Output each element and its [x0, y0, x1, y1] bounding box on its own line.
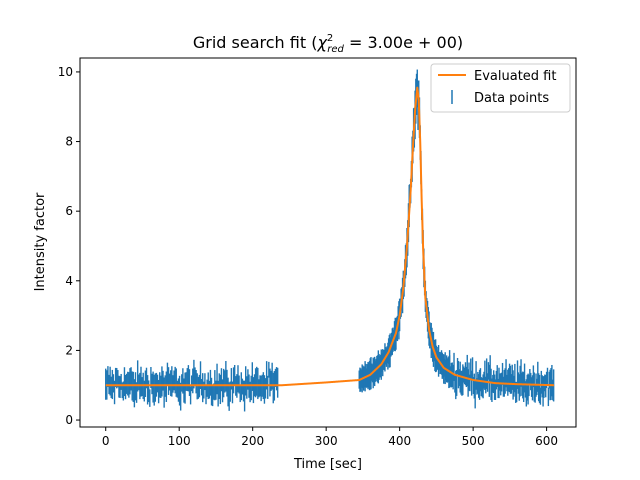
- x-tick-label: 600: [535, 434, 558, 448]
- y-tick-label: 8: [65, 135, 73, 149]
- y-tick-label: 6: [65, 204, 73, 218]
- y-tick-label: 10: [58, 65, 73, 79]
- y-axis-label: Intensity factor: [33, 192, 48, 291]
- x-tick-label: 100: [168, 434, 191, 448]
- plot-area-frame: [79, 57, 577, 428]
- fit-curve-line: [105, 86, 555, 387]
- x-tick-label: 200: [241, 434, 264, 448]
- y-axis-ticks: 0 2 4 6 8 10: [58, 65, 80, 427]
- legend-fit-label: Evaluated fit: [474, 69, 556, 84]
- chart-title: Grid search fit (χ2 red = 3.00e + 00): [193, 33, 463, 55]
- x-axis-label: Time [sec]: [293, 457, 362, 472]
- x-tick-label: 400: [388, 434, 411, 448]
- y-tick-label: 4: [65, 274, 73, 288]
- y-tick-label: 0: [65, 413, 73, 427]
- x-tick-label: 300: [315, 434, 338, 448]
- x-tick-label: 500: [462, 434, 485, 448]
- legend-data-label: Data points: [474, 91, 549, 106]
- plot-fit-layer: [105, 86, 555, 387]
- legend: Evaluated fit Data points: [430, 63, 571, 113]
- x-axis-ticks: 0 100 200 300 400 500 600: [102, 427, 558, 448]
- y-tick-label: 2: [65, 343, 73, 357]
- x-tick-label: 0: [102, 434, 110, 448]
